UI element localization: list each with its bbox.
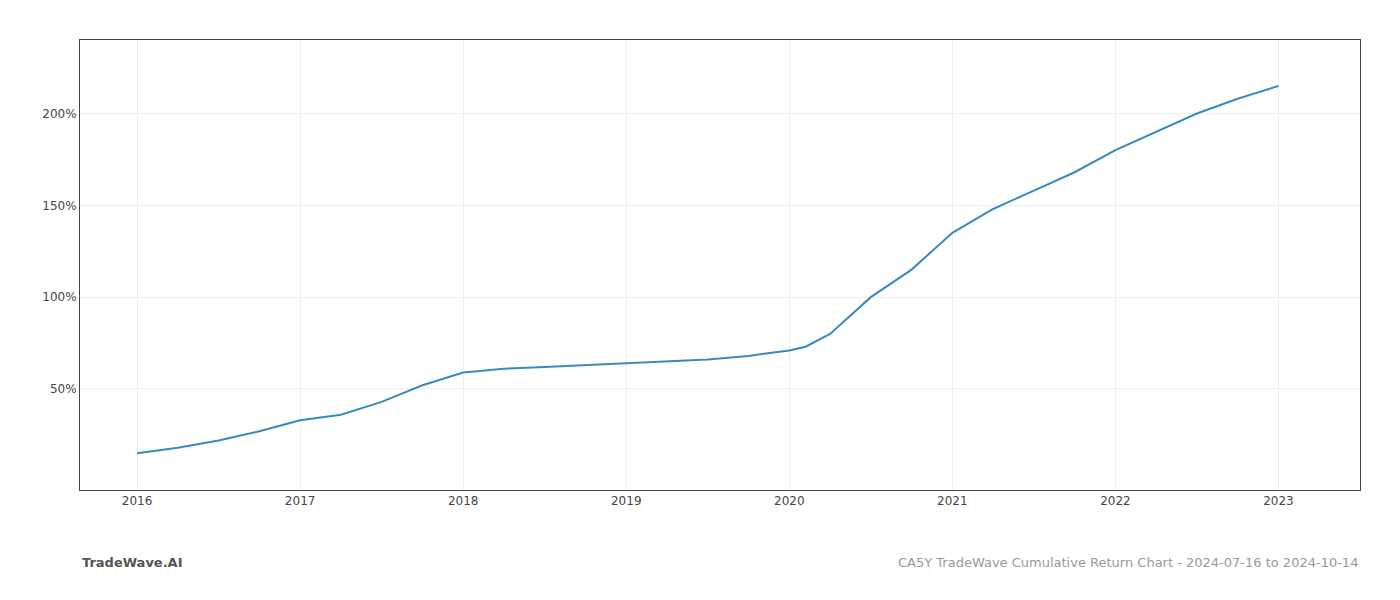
svg-text:2019: 2019 — [611, 494, 642, 508]
svg-text:TradeWave.AI: TradeWave.AI — [82, 555, 183, 570]
svg-text:200%: 200% — [42, 107, 76, 121]
svg-text:2017: 2017 — [285, 494, 316, 508]
svg-text:2020: 2020 — [774, 494, 805, 508]
svg-text:50%: 50% — [50, 382, 77, 396]
svg-text:CA5Y TradeWave Cumulative Retu: CA5Y TradeWave Cumulative Return Chart -… — [898, 555, 1358, 570]
svg-text:150%: 150% — [42, 199, 76, 213]
svg-text:100%: 100% — [42, 290, 76, 304]
svg-text:2022: 2022 — [1100, 494, 1131, 508]
svg-text:2023: 2023 — [1263, 494, 1294, 508]
svg-text:2018: 2018 — [448, 494, 479, 508]
svg-text:2016: 2016 — [122, 494, 153, 508]
svg-text:2021: 2021 — [937, 494, 968, 508]
